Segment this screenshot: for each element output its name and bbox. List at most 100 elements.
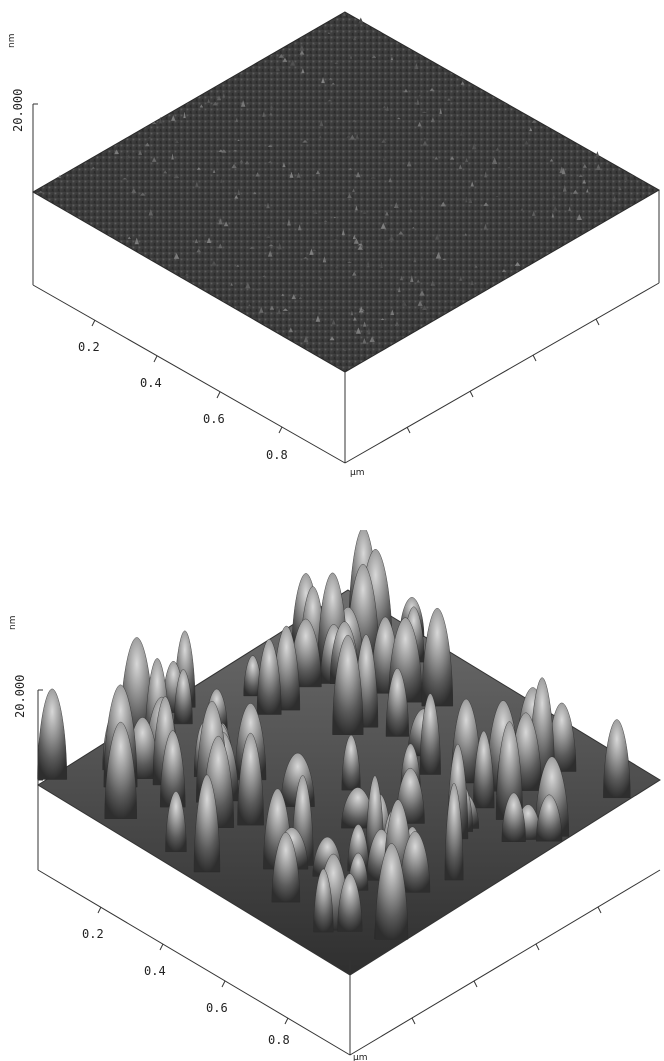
- surface-grain: [523, 140, 530, 145]
- surface-grain: [171, 153, 174, 160]
- surface-grain: [630, 174, 634, 177]
- surface-grain: [222, 93, 226, 98]
- axes-bottom: [37, 689, 661, 1056]
- surface-grain: [352, 120, 356, 122]
- surface-grain: [312, 208, 318, 214]
- surface-grain: [194, 238, 199, 244]
- surface-grain: [471, 143, 477, 150]
- surface-grain: [329, 336, 335, 341]
- surface-grain: [239, 159, 244, 163]
- surface-grain: [148, 209, 154, 216]
- surface-grain: [434, 156, 439, 160]
- surface-grain: [474, 265, 478, 268]
- surface-grain: [388, 235, 395, 241]
- surface-grain: [406, 160, 412, 167]
- surface-peak: [313, 868, 334, 933]
- surface-grain: [212, 169, 216, 173]
- surface-grain: [417, 121, 422, 127]
- surface-grain: [492, 167, 495, 169]
- surface-grain: [358, 17, 364, 24]
- surface-grain: [576, 214, 583, 221]
- surface-grain: [126, 154, 131, 158]
- surface-grain: [390, 56, 394, 61]
- surface-grain: [484, 171, 488, 178]
- surface-grain: [266, 202, 270, 209]
- axes-top: [32, 103, 660, 464]
- surface-grain: [414, 63, 419, 69]
- afm-plot-bottom-svg: 20.000 nm 0.2 0.4 0.6 0.8 µm: [8, 530, 661, 1061]
- surface-grain: [296, 172, 301, 178]
- surface-grain: [311, 249, 317, 252]
- surface-grain: [394, 320, 400, 326]
- surface-grain: [442, 258, 446, 260]
- surface-bottom-peaks: [37, 530, 631, 940]
- surface-peak: [160, 730, 186, 808]
- surface-grain: [468, 197, 473, 203]
- surface-grain: [399, 275, 404, 281]
- surface-grain: [470, 181, 474, 187]
- surface-grain: [349, 134, 356, 140]
- surface-grain: [390, 309, 395, 316]
- surface-grain: [211, 260, 217, 266]
- surface-grain: [151, 121, 157, 125]
- surface-grain: [144, 142, 150, 147]
- surface-peak: [37, 688, 68, 780]
- surface-grain: [287, 317, 291, 319]
- surface-grain: [236, 264, 240, 267]
- surface-grain: [301, 68, 305, 74]
- surface-grain: [582, 164, 587, 168]
- surface-grain: [334, 300, 338, 302]
- surface-peak: [385, 668, 409, 737]
- surface-grain: [362, 321, 367, 327]
- surface-grain: [335, 263, 339, 269]
- surface-grain: [333, 216, 337, 218]
- surface-grain: [416, 98, 420, 105]
- surface-grain: [380, 261, 383, 268]
- surface-grain: [218, 218, 223, 225]
- surface-grain: [289, 59, 296, 66]
- surface-grain: [245, 282, 251, 289]
- surface-grain: [237, 139, 240, 141]
- surface-grain: [309, 248, 314, 255]
- surface-grain: [269, 305, 275, 310]
- surface-grain: [353, 36, 357, 41]
- surface-grain: [434, 233, 440, 240]
- z-tick-label-top: 20.000: [11, 89, 25, 132]
- surface-grain: [357, 245, 363, 250]
- surface-grain: [506, 166, 512, 169]
- surface-grain: [327, 32, 331, 34]
- surface-grain: [173, 252, 180, 259]
- surface-grain: [495, 195, 499, 197]
- surface-grain: [353, 238, 359, 244]
- surface-grain: [323, 220, 328, 222]
- surface-grain: [319, 120, 324, 127]
- surface-peak: [473, 730, 495, 809]
- surface-grain: [618, 187, 622, 190]
- surface-peak: [237, 732, 264, 826]
- surface-grain: [218, 149, 224, 152]
- surface-peak: [501, 792, 526, 842]
- surface-grain: [355, 133, 359, 140]
- surface-grain: [319, 278, 323, 280]
- surface-grain: [185, 274, 189, 276]
- surface-grain: [248, 303, 251, 307]
- surface-grain: [282, 162, 286, 168]
- surface-grain: [440, 201, 446, 207]
- surface-grain: [281, 293, 285, 296]
- surface-grain: [278, 54, 285, 58]
- surface-grain: [333, 239, 339, 241]
- surface-grain: [127, 236, 131, 239]
- surface-grain: [346, 135, 351, 138]
- surface-peak: [419, 693, 441, 775]
- surface-grain: [139, 192, 146, 196]
- surface-grain: [114, 149, 120, 155]
- surface-grain: [163, 170, 168, 174]
- surface-grain: [435, 251, 442, 259]
- surface-grain: [348, 168, 353, 170]
- surface-grain: [252, 220, 256, 226]
- surface-grain: [299, 45, 305, 51]
- surface-grain: [334, 62, 339, 64]
- surface-grain: [352, 271, 357, 276]
- surface-grain: [531, 210, 536, 216]
- surface-grain: [268, 244, 274, 247]
